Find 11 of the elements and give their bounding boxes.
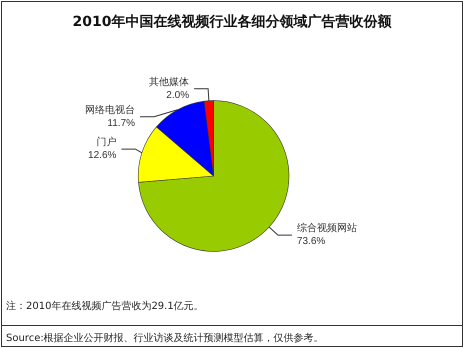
slice-label: 综合视频网站 [296,222,357,234]
source-note: Source:根据企业公开财报、行业访谈及统计预测模型估算，仅供参考。 [2,325,462,345]
slice-label: 门户 [96,136,116,148]
text: 注：2010年在线视频广告营收为29.1亿元。 [6,300,204,313]
data-label: 2.0% [166,90,190,101]
slice-label: 其他媒体 [149,76,190,88]
slice-label: 网络电视台 [85,104,136,116]
data-label: 73.6% [296,236,326,248]
data-label: 11.7% [107,118,136,129]
chart-title: 2010年中国在线视频行业各细分领域广告营收份额 [72,13,392,30]
data-label: 12.6% [88,150,116,162]
